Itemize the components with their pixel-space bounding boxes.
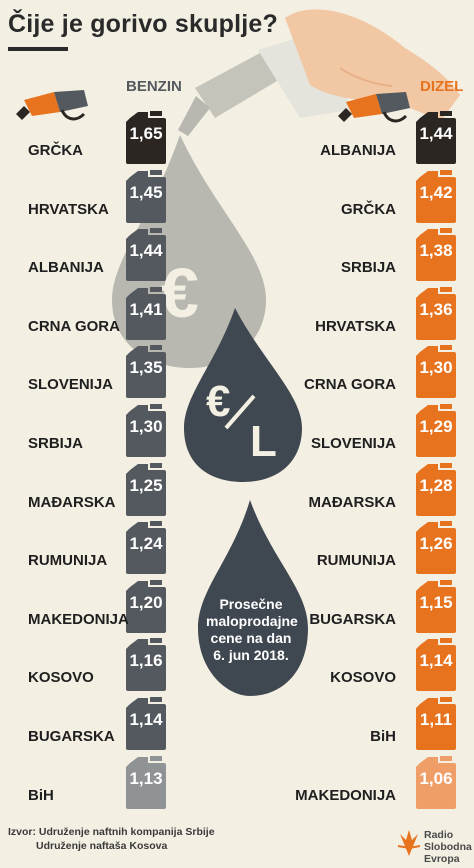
benzin-country-name: BUGARSKA (28, 728, 115, 745)
dizel-price-value: 1,38 (419, 241, 453, 261)
benzin-country-name: SRBIJA (28, 435, 84, 452)
benzin-price-value: 1,30 (129, 417, 163, 436)
dizel-country-name: KOSOVO (330, 669, 396, 687)
benzin-price-can: 1,24 (124, 520, 168, 575)
benzin-price-value: 1,13 (129, 768, 163, 788)
benzin-price-can: 1,44 (124, 227, 168, 282)
benzin-country-name: GRČKA (28, 142, 83, 159)
benzin-country-name: CRNA GORA (28, 317, 120, 335)
benzin-country-name: KOSOVO (28, 669, 94, 687)
dizel-price-value: 1,30 (419, 358, 453, 378)
dizel-country-name: MAĐARSKA (308, 493, 397, 511)
dizel-price-value: 1,44 (419, 124, 453, 143)
dizel-country-name: CRNA GORA (304, 376, 396, 394)
benzin-price-can: 1,20 (124, 579, 168, 633)
price-date-note: Prosečne maloprodajne cene na dan 6. jun… (206, 596, 298, 664)
benzin-price-value: 1,35 (129, 358, 163, 378)
dizel-price-can: 1,26 (414, 520, 458, 575)
note-line: cene na dan (210, 630, 292, 646)
dizel-country-name: SRBIJA (340, 259, 396, 277)
dizel-country-name: BUGARSKA (309, 610, 396, 628)
benzin-country-name: BiH (28, 786, 54, 804)
note-line: maloprodajne (206, 613, 298, 629)
benzin-price-value: 1,25 (129, 475, 163, 495)
column-header-benzin: BENZIN (126, 78, 182, 95)
benzin-price-can: 1,41 (124, 286, 168, 340)
benzin-price-value: 1,65 (129, 124, 163, 143)
dizel-price-can: 1,29 (414, 403, 458, 457)
dizel-price-value: 1,14 (419, 651, 453, 671)
dizel-price-value: 1,29 (419, 417, 453, 436)
title-underline (8, 47, 68, 51)
source-note: Izvor: Udruženje naftnih kompanija Srbij… (8, 825, 215, 853)
dizel-country-name: BiH (370, 728, 396, 745)
dizel-price-can: 1,44 (414, 110, 458, 164)
liter-symbol: L (250, 417, 277, 466)
dizel-price-can: 1,36 (414, 286, 458, 340)
rferl-logo: Radio Slobodna Evropa (396, 826, 472, 865)
dizel-price-value: 1,15 (419, 592, 453, 612)
benzin-price-value: 1,20 (129, 592, 163, 612)
benzin-price-can: 1,25 (124, 462, 168, 516)
logo-text: Evropa (424, 853, 460, 865)
dizel-price-can: 1,38 (414, 227, 458, 282)
benzin-country-name: MAKEDONIJA (28, 610, 129, 628)
benzin-price-can: 1,16 (124, 637, 168, 692)
dizel-country-name: SLOVENIJA (310, 435, 396, 452)
note-line: Prosečne (219, 596, 283, 612)
benzin-price-can: 1,45 (124, 169, 168, 223)
source-line: Udruženje naftaša Kosova (36, 840, 168, 852)
benzin-price-can: 1,35 (124, 344, 168, 399)
dizel-country-name: ALBANIJA (320, 142, 396, 159)
benzin-country-name: HRVATSKA (28, 200, 109, 218)
dizel-price-can: 1,15 (414, 579, 458, 633)
benzin-price-value: 1,45 (129, 182, 163, 202)
benzin-country-name: SLOVENIJA (28, 376, 114, 394)
dizel-price-can: 1,11 (414, 696, 458, 750)
column-header-dizel: DIZEL (420, 78, 464, 95)
fuel-pump-nozzle-icon (338, 92, 410, 123)
dizel-country-name: GRČKA (341, 200, 396, 218)
euro-symbol: € (206, 377, 231, 426)
dizel-price-can: 1,30 (414, 344, 458, 399)
benzin-country-name: MAĐARSKA (28, 493, 116, 511)
dizel-price-value: 1,26 (419, 534, 453, 554)
dizel-country-name: HRVATSKA (315, 317, 396, 335)
dizel-price-value: 1,06 (419, 768, 453, 788)
dizel-price-value: 1,42 (419, 182, 453, 202)
fuel-pump-nozzle-icon (16, 90, 88, 121)
dizel-price-value: 1,28 (419, 475, 453, 495)
dizel-price-value: 1,36 (419, 299, 453, 319)
dizel-country-name: MAKEDONIJA (295, 786, 396, 804)
benzin-price-can: 1,13 (124, 755, 168, 809)
benzin-country-name: ALBANIJA (28, 259, 104, 277)
benzin-price-value: 1,16 (129, 651, 163, 671)
benzin-price-can: 1,14 (124, 696, 168, 750)
benzin-price-value: 1,41 (129, 299, 163, 319)
logo-text: Radio Slobodna (424, 829, 472, 853)
benzin-price-value: 1,14 (129, 710, 163, 729)
dizel-price-can: 1,42 (414, 169, 458, 223)
euro-symbol: € (160, 254, 199, 332)
benzin-price-value: 1,24 (129, 534, 163, 554)
benzin-price-value: 1,44 (129, 241, 163, 261)
dizel-country-name: RUMUNIJA (316, 552, 396, 570)
page-title: Čije je gorivo skuplje? (8, 10, 278, 38)
benzin-country-name: RUMUNIJA (28, 552, 108, 570)
dizel-price-value: 1,11 (419, 710, 453, 729)
source-line: Izvor: Udruženje naftnih kompanija Srbij… (8, 826, 215, 838)
benzin-price-can: 1,30 (124, 403, 168, 457)
note-line: 6. jun 2018. (213, 647, 289, 663)
rferl-logo-icon (397, 830, 421, 856)
benzin-price-can: 1,65 (124, 110, 168, 164)
dizel-price-can: 1,14 (414, 637, 458, 692)
dizel-price-can: 1,28 (414, 462, 458, 516)
dizel-price-can: 1,06 (414, 755, 458, 809)
